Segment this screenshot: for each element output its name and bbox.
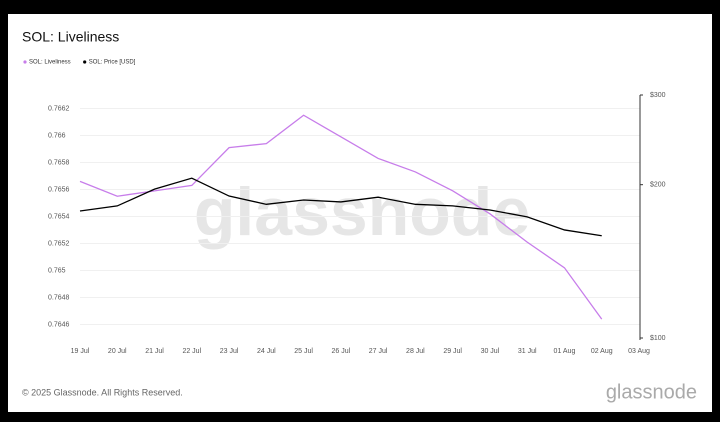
y2-tick-label: $300: [650, 92, 666, 99]
x-tick-label: 27 Jul: [369, 348, 388, 355]
x-tick-label: 01 Aug: [554, 348, 576, 355]
y-tick-label: 0.7652: [48, 240, 70, 247]
x-tick-label: 30 Jul: [481, 348, 500, 355]
x-tick-label: 03 Aug: [628, 348, 650, 355]
y-tick-label: 0.7656: [48, 186, 70, 193]
series-line: [79, 114, 603, 320]
y-tick-label: 0.7646: [48, 321, 70, 328]
x-tick-label: 22 Jul: [182, 348, 201, 355]
legend-label: SOL: Liveliness: [29, 60, 71, 66]
x-tick-label: 02 Aug: [591, 348, 613, 355]
legend-marker: [23, 60, 27, 64]
chart-title: SOL: Liveliness: [22, 29, 119, 45]
x-tick-label: 25 Jul: [294, 348, 313, 355]
x-tick-label: 28 Jul: [406, 348, 425, 355]
x-tick-label: 31 Jul: [518, 348, 537, 355]
x-tick-label: 19 Jul: [71, 348, 90, 355]
series-line: [79, 177, 602, 237]
y2-tick-label: $100: [650, 335, 666, 342]
y-tick-label: 0.7658: [48, 159, 70, 166]
y-tick-label: 0.7662: [48, 105, 70, 112]
y-tick-label: 0.766: [48, 132, 66, 139]
y-tick-label: 0.765: [48, 267, 66, 274]
x-tick-label: 24 Jul: [257, 348, 276, 355]
y-tick-label: 0.7654: [48, 213, 70, 220]
card: [8, 14, 712, 412]
x-tick-label: 26 Jul: [332, 348, 351, 355]
logo: glassnode: [606, 381, 697, 403]
x-tick-label: 29 Jul: [443, 348, 462, 355]
watermark: glassnode: [194, 174, 530, 250]
x-tick-label: 20 Jul: [108, 348, 127, 355]
legend-marker: [83, 60, 87, 64]
y2-tick-label: $200: [650, 182, 666, 189]
legend-label: SOL: Price [USD]: [89, 60, 136, 66]
copyright: © 2025 Glassnode. All Rights Reserved.: [22, 387, 183, 397]
x-tick-label: 21 Jul: [145, 348, 164, 355]
y-tick-label: 0.7648: [48, 294, 70, 301]
x-tick-label: 23 Jul: [220, 348, 239, 355]
